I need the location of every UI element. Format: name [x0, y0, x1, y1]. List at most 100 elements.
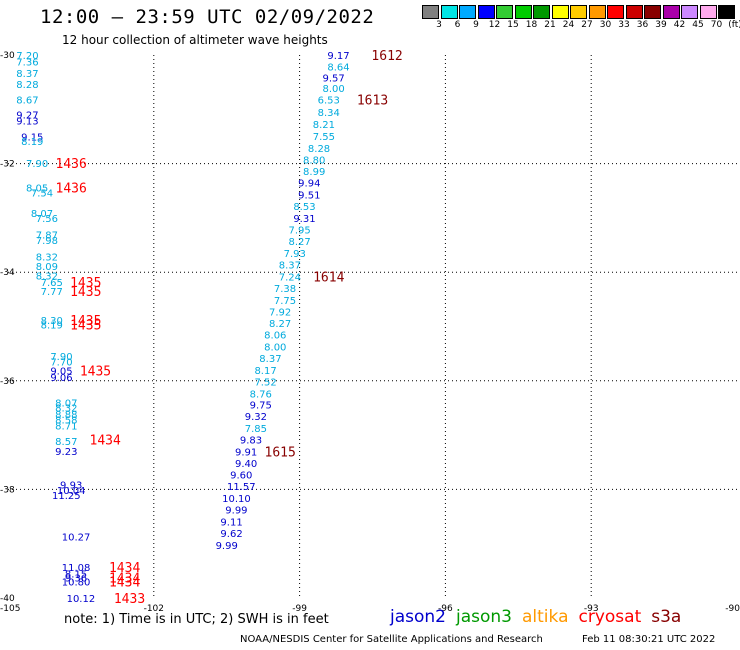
scale-label: 21	[544, 20, 556, 30]
y-tick-label: -30	[0, 51, 15, 61]
wave-height-label: 9.91	[235, 447, 257, 458]
legend-item-jason2: jason2	[390, 607, 446, 627]
wave-height-label: 9.40	[235, 459, 257, 470]
wave-height-label: 7.38	[274, 284, 296, 295]
scale-label: 45	[692, 20, 704, 30]
wave-height-label: 7.20	[16, 51, 38, 62]
wave-height-label: 8.88	[55, 410, 77, 421]
wave-height-label: 9.27	[16, 111, 38, 122]
pass-time-label: 1613	[357, 94, 388, 109]
scale-swatch	[681, 5, 698, 19]
scale-label: 70	[710, 20, 723, 30]
wave-height-label: 8.06	[264, 331, 286, 342]
wave-height-label: 9.62	[220, 529, 242, 540]
scale-label: 36	[636, 20, 649, 30]
wave-height-label: 7.77	[41, 287, 63, 298]
scale-swatch	[625, 5, 643, 19]
wave-height-label: 7.70	[50, 357, 72, 368]
scale-swatch	[588, 5, 606, 19]
wave-height-label: 8.67	[16, 96, 38, 107]
wave-height-label: 9.93	[60, 481, 82, 492]
pass-time-label: 1433	[114, 592, 145, 607]
wave-height-label: 9.06	[50, 373, 72, 384]
y-tick-label: -32	[0, 160, 15, 170]
wave-height-label: 9.36	[65, 573, 87, 584]
wave-height-label: 7.24	[279, 273, 301, 284]
wave-height-label: 7.55	[313, 132, 335, 143]
wave-height-label: 7.87	[36, 231, 58, 242]
scale-label: (ft)	[728, 20, 740, 30]
scale-label: 3	[436, 20, 442, 30]
wave-height-label: 8.71	[55, 421, 77, 432]
wave-height-label: 8.17	[254, 366, 276, 377]
wave-height-label: 9.99	[225, 505, 247, 516]
scale-label: 33	[618, 20, 630, 30]
wave-height-label: 8.09	[36, 262, 58, 273]
scale-swatch	[440, 5, 458, 19]
legend-item-altika: altika	[522, 607, 569, 627]
wave-height-label: 10.10	[222, 494, 251, 505]
wave-height-label: 8.28	[16, 80, 38, 91]
pass-time-label: 1612	[371, 49, 402, 64]
wave-height-label: 8.76	[250, 389, 272, 400]
wave-height-label: 9.51	[298, 191, 320, 202]
pass-time-label: 1436	[56, 181, 87, 196]
x-tick-label: -105	[0, 604, 20, 614]
wave-height-label: 8.37	[279, 261, 301, 272]
scale-swatch	[514, 5, 532, 19]
scale-label: 27	[581, 20, 593, 30]
wave-height-label: 8.15	[65, 570, 87, 581]
wave-height-label: 8.27	[269, 319, 291, 330]
pass-time-label: 1615	[265, 445, 296, 460]
wave-height-label: 11.25	[52, 491, 81, 502]
wave-height-label: 9.23	[55, 447, 77, 458]
x-tick-label: -102	[144, 604, 164, 614]
wave-height-label: 8.21	[313, 120, 335, 131]
wave-height-label: 7.90	[26, 159, 48, 170]
scale-label: 39	[655, 20, 667, 30]
wave-height-label: 11.08	[62, 563, 91, 574]
chart-subtitle: 12 hour collection of altimeter wave hei…	[62, 33, 328, 47]
wave-height-label: 8.80	[303, 155, 325, 166]
wave-height-label: 7.36	[16, 58, 38, 69]
wave-height-label: 7.90	[50, 352, 72, 363]
wave-height-label: 8.07	[31, 209, 53, 220]
y-tick-label: -36	[0, 377, 15, 387]
wave-height-label: 10.04	[57, 486, 86, 497]
wave-height-label: 8.07	[55, 399, 77, 410]
legend-item-jason3: jason3	[456, 607, 512, 627]
scale-swatch	[551, 5, 569, 19]
x-tick-label: -96	[438, 604, 453, 614]
wave-height-label: 10.80	[62, 578, 91, 589]
legend-item-s3a: s3a	[651, 607, 682, 627]
wave-height-label: 9.60	[230, 471, 252, 482]
wave-height-label: 8.00	[322, 84, 344, 95]
scale-label: 30	[599, 20, 612, 30]
scale-label: 12	[488, 20, 501, 30]
scale-swatch	[422, 5, 439, 19]
pass-time-label: 1434	[90, 433, 121, 448]
pass-time-label: 1435	[70, 285, 101, 300]
wave-height-label: 8.37	[259, 354, 281, 365]
scale-swatch	[570, 5, 587, 19]
x-tick-label: -90	[725, 604, 740, 614]
footer-note: note: 1) Time is in UTC; 2) SWH is in fe…	[64, 612, 329, 627]
x-tick-label: -99	[292, 604, 307, 614]
wave-height-label: 8.19	[21, 137, 43, 148]
wave-height-label: 8.27	[288, 237, 310, 248]
pass-time-label: 1614	[313, 271, 344, 286]
pass-time-label: 1434	[109, 561, 140, 576]
wave-height-label: 7.95	[288, 225, 310, 236]
scale-label: 42	[673, 20, 686, 30]
pass-time-label: 1436	[56, 157, 87, 172]
legend-item-cryosat: cryosat	[578, 607, 642, 627]
generated-timestamp: Feb 11 08:30:21 UTC 2022	[582, 634, 716, 645]
scale-swatch	[662, 5, 680, 19]
wave-height-label: 7.98	[36, 236, 58, 247]
wave-height-label: 7.93	[284, 249, 306, 260]
wave-height-label: 8.34	[318, 108, 340, 119]
credit-line: NOAA/NESDIS Center for Satellite Applica…	[240, 634, 543, 645]
wave-height-label: 9.94	[298, 179, 320, 190]
